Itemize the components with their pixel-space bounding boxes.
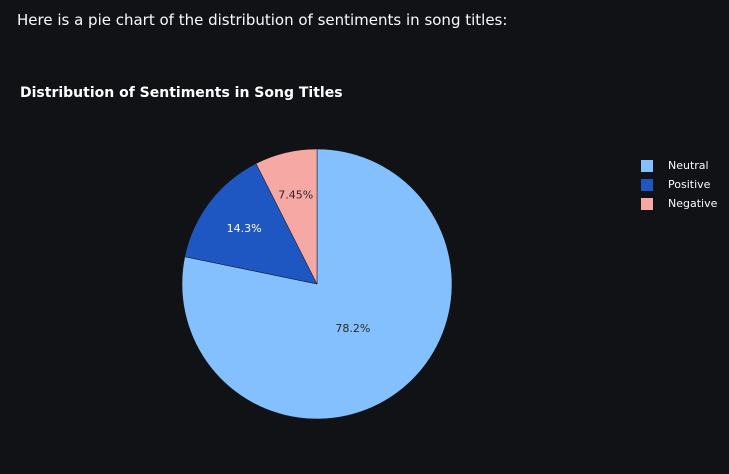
legend-swatch-neutral bbox=[641, 159, 653, 172]
legend-label-negative: Negative bbox=[668, 197, 718, 210]
legend-label-positive: Positive bbox=[668, 178, 711, 191]
legend-item-neutral[interactable]: Neutral bbox=[641, 156, 717, 175]
pie-slice-positive[interactable] bbox=[184, 163, 318, 285]
legend-label-neutral: Neutral bbox=[668, 159, 709, 172]
legend-item-negative[interactable]: Negative bbox=[641, 194, 717, 213]
legend-item-positive[interactable]: Positive bbox=[641, 175, 717, 194]
chat-message-text: Here is a pie chart of the distribution … bbox=[17, 11, 508, 29]
pie-slice-negative[interactable] bbox=[255, 148, 318, 285]
chart-title: Distribution of Sentiments in Song Title… bbox=[20, 85, 343, 101]
pie-label-positive: 14.3% bbox=[227, 222, 262, 235]
legend-swatch-positive bbox=[641, 178, 653, 191]
legend-swatch-negative bbox=[641, 197, 653, 210]
pie-label-negative: 7.45% bbox=[278, 189, 313, 202]
chart-legend: Neutral Positive Negative bbox=[641, 156, 717, 213]
pie-label-neutral: 78.2% bbox=[335, 322, 370, 335]
